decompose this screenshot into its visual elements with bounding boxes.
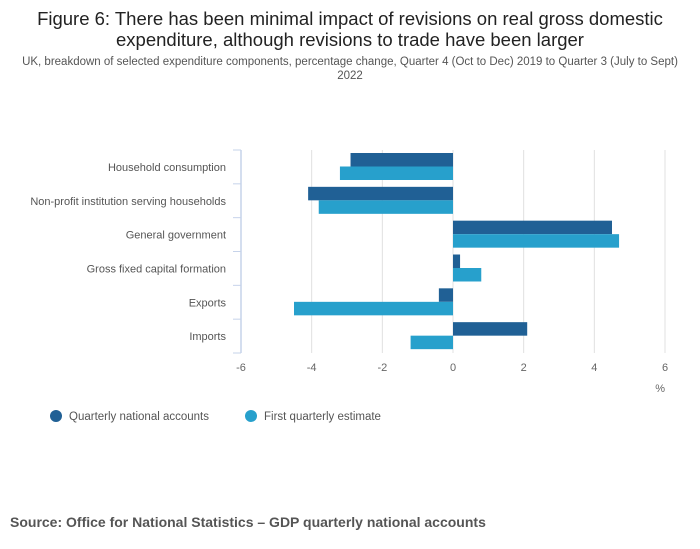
- category-label: Gross fixed capital formation: [87, 263, 226, 275]
- legend-marker-icon: [50, 410, 62, 422]
- legend-marker-icon: [245, 410, 257, 422]
- bar-chart: -6 -4 -2 0 2 4 6% Household consumption Non-prof…: [30, 149, 668, 423]
- x-tick-label: -2: [377, 362, 387, 374]
- bar-quarterly-national-accounts: [453, 322, 528, 336]
- bar-quarterly-national-accounts: [350, 153, 453, 167]
- category-label: General government: [126, 230, 226, 242]
- bar-first-quarterly-estimate: [339, 166, 453, 180]
- legend-label: Quarterly national accounts: [69, 411, 209, 423]
- category-label: Exports: [189, 297, 227, 309]
- source-note: Source: Office for National Statistics –…: [10, 514, 486, 530]
- bar-quarterly-national-accounts: [438, 288, 453, 302]
- category-label: Non-profit institution serving household…: [30, 196, 226, 208]
- x-tick-label: -4: [307, 362, 317, 374]
- category-label: Household consumption: [108, 162, 226, 174]
- bar-first-quarterly-estimate: [453, 268, 482, 282]
- x-tick-label: 4: [591, 362, 597, 374]
- bar-first-quarterly-estimate: [453, 234, 620, 248]
- legend-label: First quarterly estimate: [264, 411, 381, 423]
- bar-quarterly-national-accounts: [308, 186, 453, 201]
- x-axis-label: %: [655, 383, 665, 395]
- bar-quarterly-national-accounts: [453, 220, 612, 235]
- category-label: Imports: [189, 331, 226, 343]
- x-tick-label: 2: [521, 362, 527, 374]
- x-tick-label: 6: [662, 362, 668, 374]
- chart-title: Figure 6: There has been minimal impact …: [37, 8, 663, 50]
- x-tick-label: 0: [450, 362, 456, 374]
- chart-subtitle: UK, breakdown of selected expenditure co…: [22, 56, 678, 82]
- bar-first-quarterly-estimate: [294, 301, 453, 316]
- bar-quarterly-national-accounts: [453, 254, 461, 268]
- x-tick-label: -6: [236, 362, 246, 374]
- bar-first-quarterly-estimate: [318, 200, 453, 214]
- bar-first-quarterly-estimate: [410, 335, 453, 350]
